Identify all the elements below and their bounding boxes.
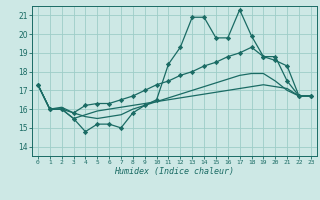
X-axis label: Humidex (Indice chaleur): Humidex (Indice chaleur) bbox=[115, 167, 234, 176]
